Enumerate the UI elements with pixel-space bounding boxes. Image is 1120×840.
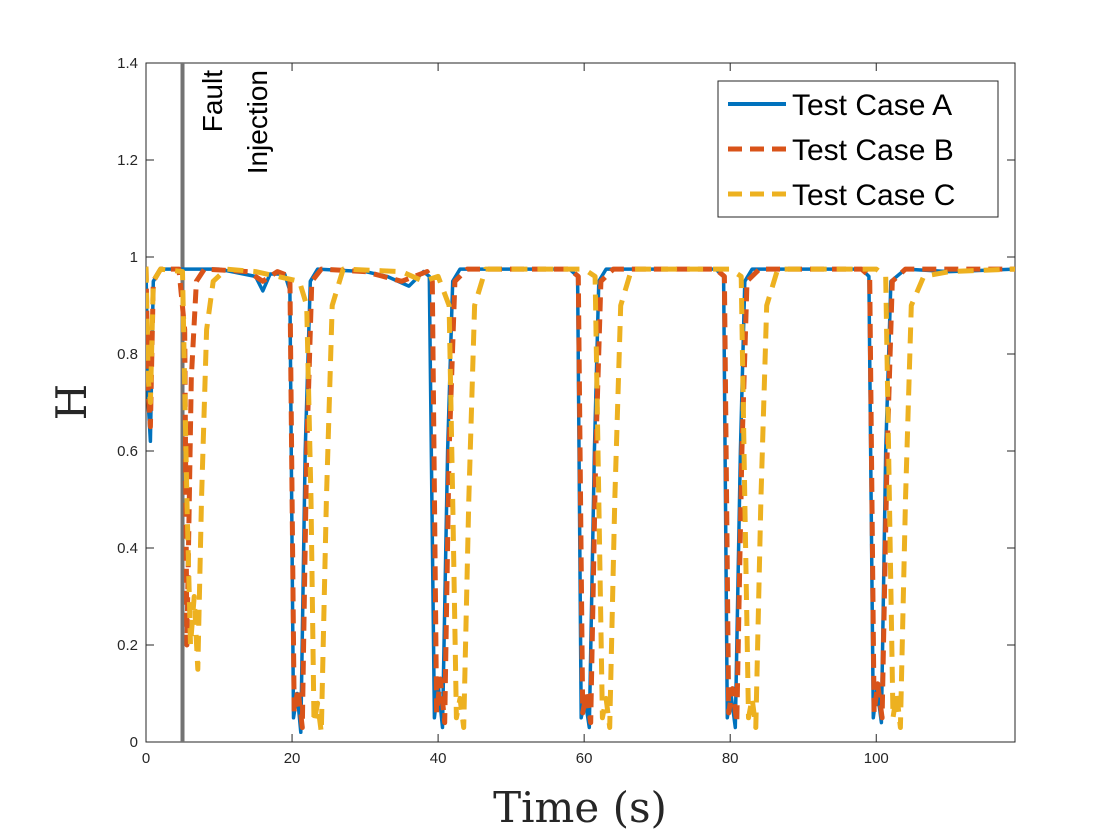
y-tick-label: 1.4 (117, 55, 138, 72)
y-tick-label: 0.6 (117, 443, 138, 460)
legend-label-test-case-c: Test Case C (792, 179, 955, 212)
legend-label-test-case-b: Test Case B (792, 134, 954, 167)
fault-injection-annotation: Fault Injection (197, 70, 273, 175)
y-tick-label: 0.4 (117, 540, 138, 557)
x-tick-label: 60 (576, 750, 593, 767)
x-tick-label: 40 (430, 750, 447, 767)
annotation-line-2: Injection (242, 70, 273, 174)
x-tick-label: 20 (284, 750, 301, 767)
series-line-test-case-c (146, 266, 1015, 735)
y-tick-label: 1 (130, 249, 138, 266)
series-lines (146, 266, 1015, 735)
y-tick-label: 1.2 (117, 152, 138, 169)
x-tick-label: 80 (722, 750, 739, 767)
axis-ticks: 0 20 40 60 80 100 0 0.2 0.4 0.6 0.8 1 1.2 1.4 (117, 55, 1015, 767)
x-tick-label: 0 (142, 750, 150, 767)
x-tick-label: 100 (864, 750, 889, 767)
series-line-test-case-b (146, 266, 1015, 730)
y-tick-label: 0.2 (117, 637, 138, 654)
annotation-line-1: Fault (197, 70, 228, 132)
y-tick-label: 0 (130, 734, 138, 751)
legend-label-test-case-a: Test Case A (792, 89, 952, 122)
y-axis-label: H (47, 384, 96, 421)
x-axis-label: Time (s) (493, 783, 667, 832)
legend: Test Case A Test Case B Test Case C (717, 80, 999, 218)
y-tick-label: 0.8 (117, 346, 138, 363)
